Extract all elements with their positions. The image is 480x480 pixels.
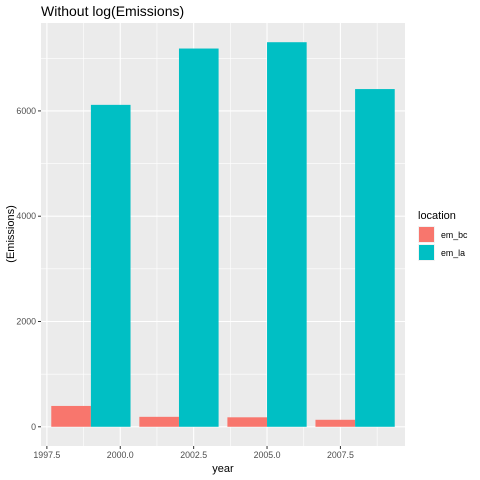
x-tick-label: 2000.0 — [107, 450, 134, 460]
legend-label-em_bc: em_bc — [441, 230, 468, 240]
bar-em_la-2005 — [267, 42, 307, 427]
y-axis-title: (Emissions) — [5, 205, 17, 262]
y-tick-label: 2000 — [16, 316, 36, 326]
legend: location em_bc em_la — [418, 210, 468, 261]
legend-title: location — [418, 210, 456, 222]
legend-swatch-em_bc — [419, 227, 434, 242]
bar-em_la-2002 — [178, 48, 219, 427]
x-axis-title: year — [212, 463, 234, 475]
bar-em_bc-2005 — [227, 417, 268, 427]
y-axis: 0 2000 4000 6000 — [16, 106, 41, 432]
bar-em_bc-2002 — [139, 416, 179, 427]
x-tick-label: 2002.5 — [180, 450, 207, 460]
legend-label-em_la: em_la — [441, 248, 465, 258]
bar-em_la-1999 — [90, 104, 131, 427]
y-tick-label: 6000 — [16, 106, 36, 116]
x-tick-label: 2007.5 — [327, 450, 354, 460]
legend-swatch-em_la — [419, 245, 434, 260]
x-tick-label: 1997.5 — [33, 450, 60, 460]
bars — [51, 42, 395, 427]
y-tick-label: 0 — [31, 422, 36, 432]
bar-em_bc-1999 — [51, 405, 91, 427]
chart-title: Without log(Emissions) — [41, 3, 184, 19]
bar-em_la-2008 — [355, 89, 395, 427]
x-axis: 1997.5 2000.0 2002.5 2005.0 2007.5 — [33, 446, 354, 460]
bar-em_bc-2008 — [315, 419, 356, 427]
x-tick-label: 2005.0 — [254, 450, 281, 460]
y-tick-label: 4000 — [16, 211, 36, 221]
